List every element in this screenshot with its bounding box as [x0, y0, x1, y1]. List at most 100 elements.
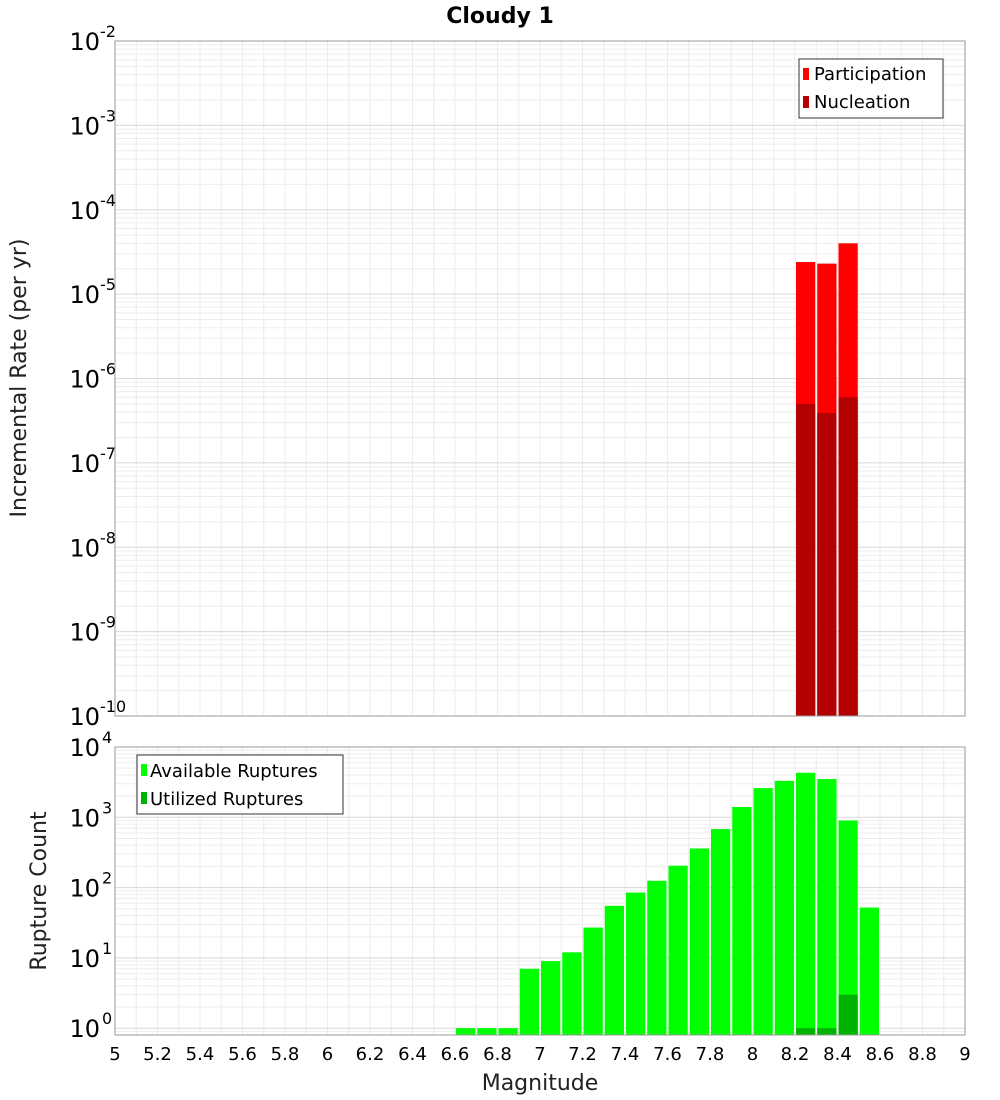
legend-available: Available Ruptures [150, 761, 318, 782]
x-tick-labels: 5 5.2 5.4 5.6 5.8 6 6.2 6.4 6.6 6.8 7 7.2 7.4 7.6 7.8 8… [109, 1044, 970, 1065]
x-tick-label: 8.6 [866, 1044, 895, 1065]
y-tick-label: 10 [69, 703, 100, 731]
y-tick-exponent: 4 [102, 728, 112, 747]
count-bar [498, 1028, 518, 1035]
x-tick-label: 8 [747, 1044, 758, 1065]
top-bars [796, 243, 858, 717]
count-bar [838, 820, 858, 1035]
count-bar [796, 1028, 816, 1035]
count-bar [562, 952, 582, 1035]
x-tick-label: 8.4 [823, 1044, 852, 1065]
x-tick-label: 8.2 [781, 1044, 810, 1065]
x-tick-label: 6.4 [398, 1044, 427, 1065]
x-tick-label: 5.2 [143, 1044, 172, 1065]
y-tick-exponent: 0 [102, 1009, 112, 1028]
chart-title: Cloudy 1 [446, 4, 554, 29]
x-tick-label: 6.8 [483, 1044, 512, 1065]
y-tick-label: 10 [69, 281, 100, 309]
top-y-axis-label: Incremental Rate (per yr) [7, 239, 32, 518]
bottom-legend: Available Ruptures Utilized Ruptures [136, 754, 344, 815]
y-tick-label: 10 [69, 804, 100, 832]
count-bar [519, 968, 539, 1035]
participation-swatch [803, 68, 809, 80]
y-tick-exponent: 2 [102, 869, 112, 888]
bottom-plot-frame [114, 746, 966, 1036]
count-bar [604, 905, 624, 1035]
count-bar [774, 780, 794, 1035]
count-bar [817, 779, 837, 1035]
x-axis-label: Magnitude [482, 1071, 599, 1096]
top-legend-box [798, 58, 944, 119]
y-tick-label: 10 [69, 945, 100, 973]
top-legend: Participation Nucleation [798, 58, 944, 119]
x-tick-label: 9 [959, 1044, 970, 1065]
y-tick-label: 10 [69, 734, 100, 762]
count-bar [796, 772, 816, 1035]
count-bar [626, 892, 646, 1035]
y-tick-exponent: -7 [100, 444, 116, 463]
x-tick-label: 5.4 [186, 1044, 215, 1065]
rate-bar [796, 403, 816, 716]
top-gridlines [114, 41, 966, 717]
count-bar [583, 927, 603, 1035]
y-tick-exponent: -6 [100, 360, 116, 379]
y-tick-exponent: -2 [100, 22, 116, 41]
x-tick-label: 6.2 [356, 1044, 385, 1065]
y-tick-exponent: -4 [100, 191, 116, 210]
x-tick-label: 7.6 [653, 1044, 682, 1065]
y-tick-label: 10 [69, 366, 100, 394]
x-tick-label: 7 [534, 1044, 545, 1065]
bottom-bars [456, 772, 879, 1035]
count-bar [753, 788, 773, 1035]
bottom-legend-box [136, 754, 344, 815]
y-tick-label: 10 [69, 619, 100, 647]
y-tick-exponent: -10 [100, 697, 126, 716]
count-bar [668, 865, 688, 1035]
y-tick-label: 10 [69, 1015, 100, 1043]
count-bar [732, 807, 752, 1035]
count-bar [477, 1028, 497, 1035]
x-tick-label: 6 [322, 1044, 333, 1065]
available-swatch [141, 764, 147, 776]
legend-utilized: Utilized Ruptures [150, 789, 303, 810]
y-tick-exponent: -5 [100, 275, 116, 294]
y-tick-exponent: 1 [102, 939, 112, 958]
rate-bar [817, 413, 837, 716]
count-bar [689, 848, 709, 1035]
top-plot-frame [114, 40, 966, 717]
x-tick-label: 5.6 [228, 1044, 257, 1065]
bottom-y-axis-label: Rupture Count [27, 811, 52, 971]
y-tick-exponent: -9 [100, 613, 116, 632]
y-tick-label: 10 [69, 450, 100, 478]
count-bar [711, 829, 731, 1035]
y-tick-exponent: -3 [100, 106, 116, 125]
count-bar [647, 880, 667, 1035]
legend-nucleation: Nucleation [814, 92, 910, 113]
count-bar [456, 1028, 476, 1035]
count-bar [859, 907, 879, 1035]
y-tick-label: 10 [69, 28, 100, 56]
legend-participation: Participation [814, 64, 926, 85]
y-tick-label: 10 [69, 112, 100, 140]
y-tick-exponent: 3 [102, 798, 112, 817]
nucleation-swatch [803, 96, 809, 108]
x-tick-label: 7.2 [568, 1044, 597, 1065]
rate-bar [838, 397, 858, 716]
x-tick-label: 5.8 [271, 1044, 300, 1065]
x-tick-label: 8.8 [908, 1044, 937, 1065]
count-bar [838, 994, 858, 1035]
count-bar [817, 1028, 837, 1035]
y-tick-label: 10 [69, 875, 100, 903]
y-tick-exponent: -8 [100, 528, 116, 547]
utilized-swatch [141, 792, 147, 804]
x-tick-label: 5 [109, 1044, 120, 1065]
count-bar [541, 961, 561, 1035]
x-tick-label: 6.6 [441, 1044, 470, 1065]
y-tick-label: 10 [69, 534, 100, 562]
x-tick-label: 7.4 [611, 1044, 640, 1065]
y-tick-label: 10 [69, 197, 100, 225]
x-tick-label: 7.8 [696, 1044, 725, 1065]
